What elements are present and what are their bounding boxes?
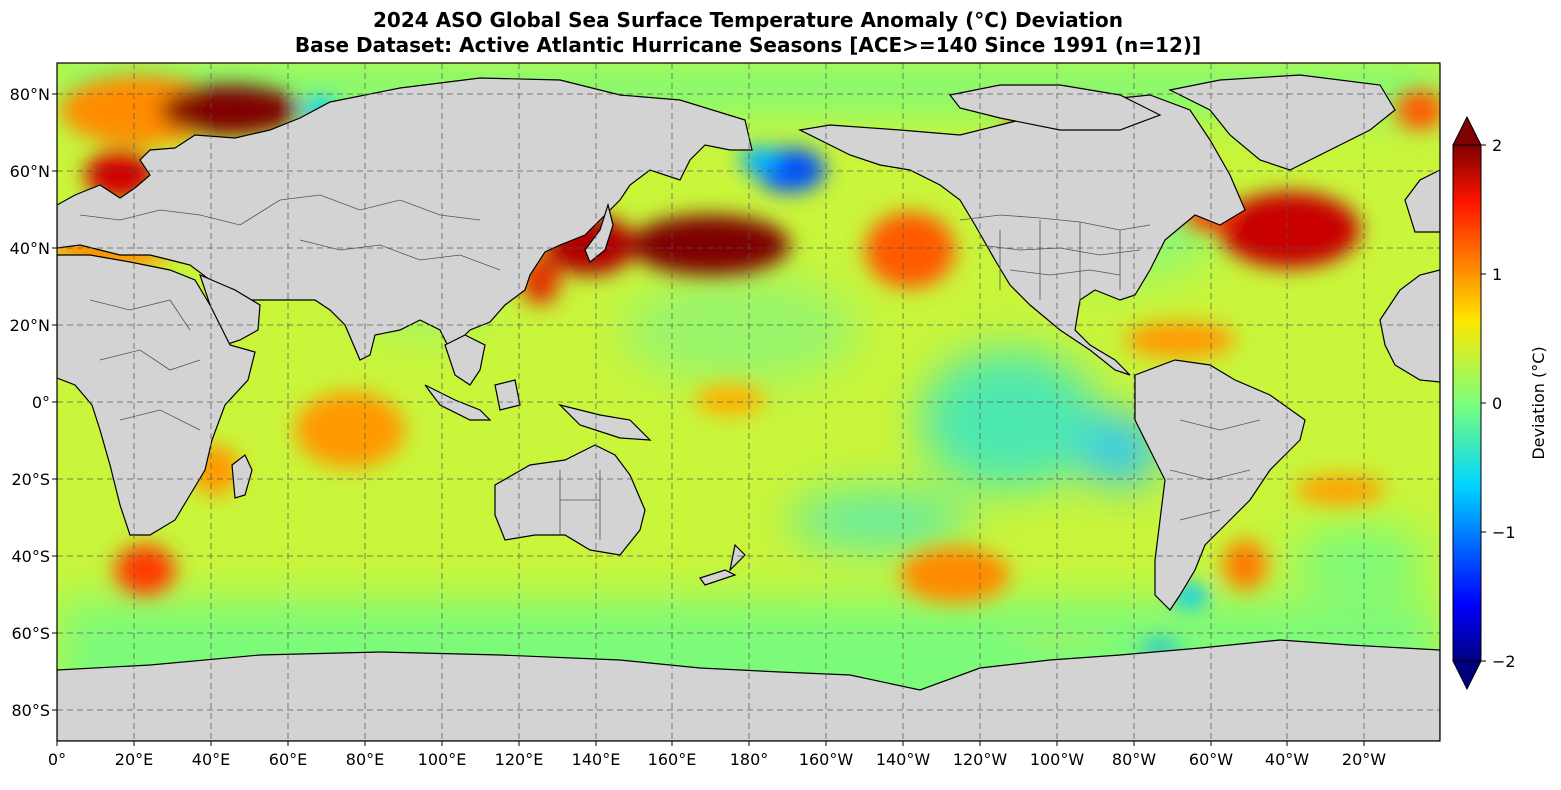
lon-tick-label: 120°W xyxy=(953,750,1008,769)
lon-tick-label: 100°E xyxy=(418,750,467,769)
lon-tick-label: 80°E xyxy=(346,750,384,769)
lon-tick-labels: 0° 20°E 40°E 60°E 80°E 100°E 120°E 140°E… xyxy=(48,750,1386,769)
colorbar-min-extension xyxy=(1452,660,1482,691)
lon-tick-label: 40°W xyxy=(1265,750,1309,769)
se-asia-land xyxy=(444,334,486,386)
lat-tick-label: 20°S xyxy=(11,470,50,489)
country-borders xyxy=(79,194,1261,540)
colorbar-gradient xyxy=(1452,144,1482,662)
lat-tick-label: 20°N xyxy=(10,316,50,335)
antarctica-land xyxy=(57,639,1440,741)
lon-tick-label: 140°E xyxy=(572,750,621,769)
lat-axis xyxy=(52,93,57,711)
colorbar-tick-label: 2 xyxy=(1492,136,1502,155)
lon-axis xyxy=(56,741,1365,746)
lon-tick-label: 160°E xyxy=(648,750,697,769)
colorbar: 2 1 0 −1 −2 Deviation (°C) xyxy=(1452,115,1548,691)
lat-tick-label: 0° xyxy=(32,393,50,412)
lat-tick-labels: 80°N 60°N 40°N 20°N 0° 20°S 40°S 60°S 80… xyxy=(10,85,50,720)
new-zealand-land xyxy=(699,543,746,586)
lat-tick-label: 60°N xyxy=(10,162,50,181)
west-africa-east-atlantic-land xyxy=(1379,269,1440,383)
lon-tick-label: 140°W xyxy=(876,750,931,769)
lat-tick-label: 80°S xyxy=(11,701,50,720)
colorbar-tick-label: −1 xyxy=(1492,523,1516,542)
colorbar-max-extension xyxy=(1452,115,1482,146)
south-america-land xyxy=(1134,359,1306,611)
map-area xyxy=(57,63,1440,741)
lon-tick-label: 120°E xyxy=(495,750,544,769)
indonesia-land xyxy=(424,379,652,441)
map-subtitle: Base Dataset: Active Atlantic Hurricane … xyxy=(294,33,1202,57)
lon-tick-label: 20°W xyxy=(1342,750,1386,769)
lon-tick-label: 40°E xyxy=(192,750,230,769)
colorbar-tick-label: 1 xyxy=(1492,265,1502,284)
madagascar-land xyxy=(231,454,253,499)
map-title: 2024 ASO Global Sea Surface Temperature … xyxy=(373,8,1123,32)
graticule xyxy=(57,63,1440,741)
lon-tick-label: 160°W xyxy=(799,750,854,769)
lat-tick-label: 60°S xyxy=(11,624,50,643)
lon-tick-label: 0° xyxy=(48,750,66,769)
colorbar-label: Deviation (°C) xyxy=(1529,346,1548,459)
lon-tick-label: 80°W xyxy=(1112,750,1156,769)
lon-tick-label: 100°W xyxy=(1030,750,1085,769)
lon-tick-label: 180° xyxy=(730,750,769,769)
lat-tick-label: 40°N xyxy=(10,239,50,258)
colorbar-tick-label: −2 xyxy=(1492,652,1516,671)
africa-land xyxy=(57,254,256,536)
lon-tick-label: 20°E xyxy=(115,750,153,769)
lon-tick-label: 60°W xyxy=(1189,750,1233,769)
lon-tick-label: 60°E xyxy=(269,750,307,769)
lat-tick-label: 40°S xyxy=(11,547,50,566)
colorbar-tick-label: 0 xyxy=(1492,394,1502,413)
land-masses xyxy=(57,74,1440,741)
lat-tick-label: 80°N xyxy=(10,85,50,104)
europe-right-edge-land xyxy=(1404,169,1440,233)
